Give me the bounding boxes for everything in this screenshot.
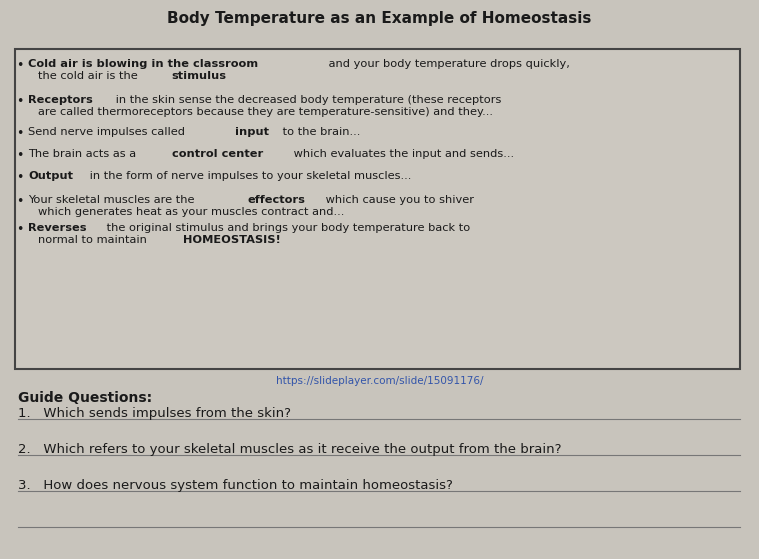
Text: effectors: effectors: [247, 195, 305, 205]
Text: •: •: [16, 149, 24, 162]
Text: in the skin sense the decreased body temperature (these receptors: in the skin sense the decreased body tem…: [112, 95, 501, 105]
Text: Reverses: Reverses: [28, 223, 87, 233]
Text: the cold air is the: the cold air is the: [38, 71, 141, 81]
Text: •: •: [16, 59, 24, 72]
Text: 3.   How does nervous system function to maintain homeostasis?: 3. How does nervous system function to m…: [18, 479, 453, 492]
Text: normal to maintain: normal to maintain: [38, 235, 150, 245]
Text: https://slideplayer.com/slide/15091176/: https://slideplayer.com/slide/15091176/: [276, 376, 483, 386]
Text: Output: Output: [28, 171, 73, 181]
Text: •: •: [16, 127, 24, 140]
Text: input: input: [235, 127, 269, 137]
Text: the original stimulus and brings your body temperature back to: the original stimulus and brings your bo…: [103, 223, 471, 233]
Text: •: •: [16, 171, 24, 184]
Text: Cold air is blowing in the classroom: Cold air is blowing in the classroom: [28, 59, 258, 69]
Text: are called thermoreceptors because they are temperature-sensitive) and they...: are called thermoreceptors because they …: [38, 107, 493, 117]
Text: control center: control center: [172, 149, 263, 159]
Text: stimulus: stimulus: [172, 71, 226, 81]
Text: in the form of nerve impulses to your skeletal muscles...: in the form of nerve impulses to your sk…: [86, 171, 411, 181]
Text: •: •: [16, 95, 24, 108]
Text: to the brain...: to the brain...: [279, 127, 361, 137]
Text: Receptors: Receptors: [28, 95, 93, 105]
Text: which evaluates the input and sends...: which evaluates the input and sends...: [290, 149, 514, 159]
Text: •: •: [16, 223, 24, 236]
Text: which cause you to shiver: which cause you to shiver: [322, 195, 474, 205]
Text: and your body temperature drops quickly,: and your body temperature drops quickly,: [325, 59, 570, 69]
Text: Your skeletal muscles are the: Your skeletal muscles are the: [28, 195, 198, 205]
Text: Send nerve impulses called: Send nerve impulses called: [28, 127, 189, 137]
Text: Guide Questions:: Guide Questions:: [18, 391, 152, 405]
Text: The brain acts as a: The brain acts as a: [28, 149, 140, 159]
Text: •: •: [16, 195, 24, 208]
Text: 2.   Which refers to your skeletal muscles as it receive the output from the bra: 2. Which refers to your skeletal muscles…: [18, 443, 562, 456]
Text: Body Temperature as an Example of Homeostasis: Body Temperature as an Example of Homeos…: [167, 11, 592, 26]
Text: 1.   Which sends impulses from the skin?: 1. Which sends impulses from the skin?: [18, 407, 291, 420]
Text: which generates heat as your muscles contract and...: which generates heat as your muscles con…: [38, 207, 345, 217]
FancyBboxPatch shape: [15, 49, 740, 369]
Text: HOMEOSTASIS!: HOMEOSTASIS!: [183, 235, 281, 245]
